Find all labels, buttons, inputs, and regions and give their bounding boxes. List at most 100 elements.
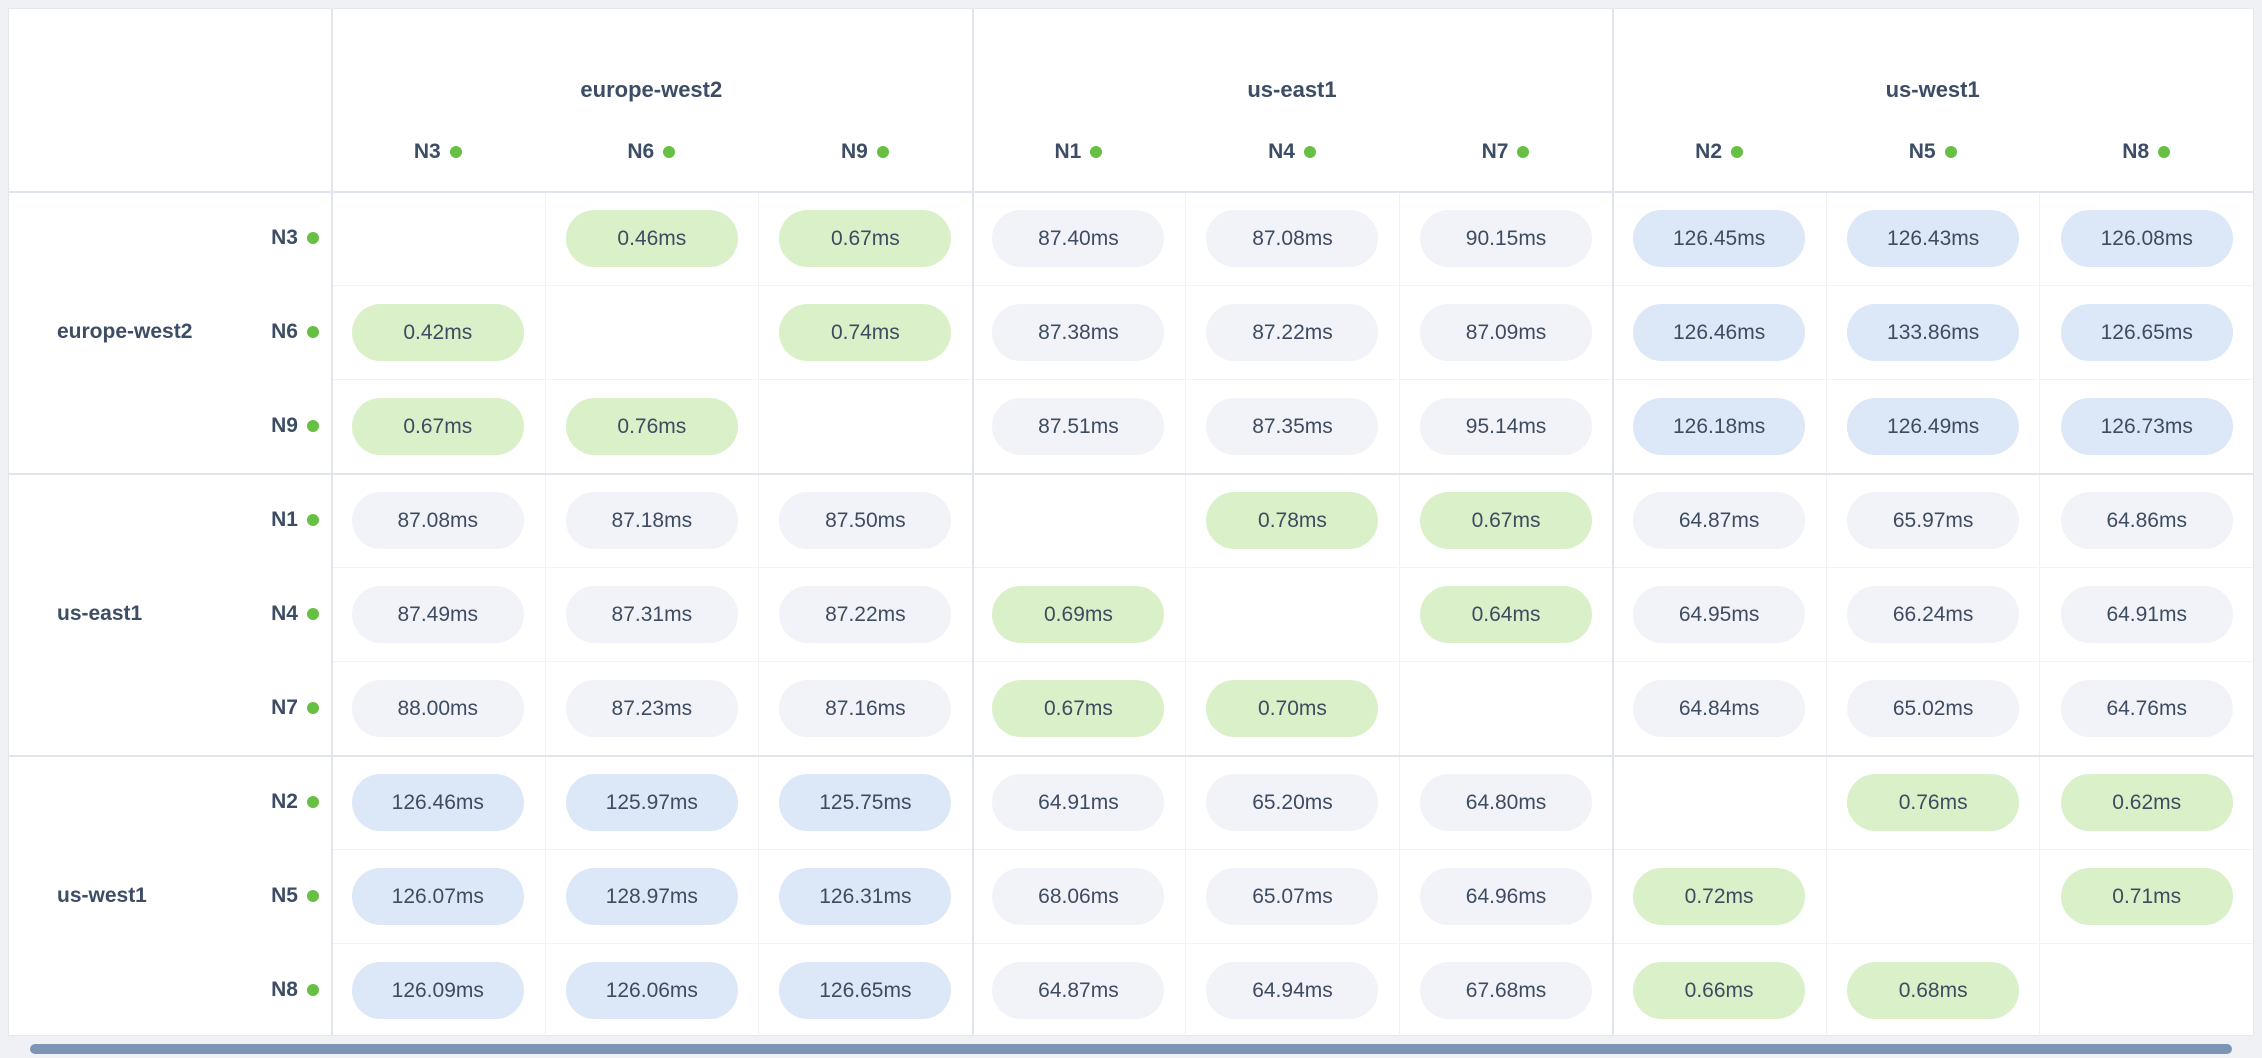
latency-value-pill[interactable]: 126.08ms [2060, 209, 2233, 267]
latency-value-pill[interactable]: 0.74ms [779, 304, 952, 361]
latency-value-pill[interactable]: 68.06ms [992, 868, 1165, 925]
latency-value-pill[interactable]: 0.67ms [1420, 491, 1593, 549]
latency-value-pill[interactable]: 126.49ms [1847, 398, 2020, 455]
latency-value-pill[interactable]: 87.08ms [351, 491, 524, 549]
region-header-us-west1: us-west1 [1885, 77, 1980, 102]
latency-value-pill[interactable]: 95.14ms [1420, 398, 1593, 455]
latency-value-pill[interactable]: 87.31ms [565, 586, 738, 643]
latency-value-pill[interactable]: 0.64ms [1420, 586, 1593, 643]
latency-cell: 126.45ms [1612, 191, 1826, 285]
latency-value-pill[interactable]: 64.96ms [1420, 868, 1593, 925]
latency-value-pill[interactable]: 87.49ms [351, 586, 524, 643]
node-row-label-N7[interactable]: N7 [214, 661, 331, 755]
latency-cell: 65.97ms [1825, 473, 2040, 567]
latency-value-pill[interactable]: 0.72ms [1633, 868, 1806, 925]
latency-value-pill[interactable]: 64.87ms [992, 962, 1165, 1019]
node-row-label-N8[interactable]: N8 [214, 943, 331, 1037]
node-column-header-N1[interactable]: N1 [972, 113, 1186, 191]
latency-value-pill[interactable]: 128.97ms [565, 868, 738, 925]
latency-value-pill[interactable]: 0.71ms [2060, 868, 2233, 925]
node-row-label-N9[interactable]: N9 [214, 379, 331, 473]
latency-value-pill[interactable]: 87.18ms [565, 491, 738, 549]
node-row-label-N2[interactable]: N2 [214, 755, 331, 849]
latency-value-pill[interactable]: 0.67ms [351, 398, 524, 455]
node-column-header-N3[interactable]: N3 [331, 113, 545, 191]
latency-value-pill[interactable]: 64.76ms [2060, 680, 2233, 737]
latency-value-pill[interactable]: 65.97ms [1847, 491, 2020, 549]
node-row-label-N6[interactable]: N6 [214, 285, 331, 379]
latency-value-pill[interactable]: 90.15ms [1420, 209, 1593, 267]
latency-value-pill[interactable]: 65.02ms [1847, 680, 2020, 737]
latency-value-pill[interactable]: 64.91ms [992, 773, 1165, 831]
latency-value-pill[interactable]: 0.46ms [565, 209, 738, 267]
latency-value-pill[interactable]: 87.50ms [779, 491, 952, 549]
latency-cell: 64.96ms [1398, 849, 1613, 943]
latency-value-pill[interactable]: 0.70ms [1206, 680, 1379, 737]
latency-value-pill[interactable]: 0.67ms [992, 680, 1165, 737]
latency-value-pill[interactable]: 64.80ms [1420, 773, 1593, 831]
latency-cell: 64.87ms [1612, 473, 1826, 567]
latency-value-pill[interactable]: 67.68ms [1420, 962, 1593, 1019]
latency-value-pill[interactable]: 64.84ms [1633, 680, 1806, 737]
latency-value-pill[interactable]: 66.24ms [1847, 586, 2020, 643]
latency-value-pill[interactable]: 125.97ms [565, 773, 738, 831]
latency-value-pill[interactable]: 126.43ms [1847, 209, 2020, 267]
latency-value-pill[interactable]: 126.65ms [779, 962, 952, 1019]
latency-value-pill[interactable]: 0.68ms [1847, 962, 2020, 1019]
latency-cell: 126.31ms [758, 849, 972, 943]
latency-value-pill[interactable]: 126.06ms [565, 962, 738, 1019]
latency-value-pill[interactable]: 0.78ms [1206, 491, 1379, 549]
latency-value-pill[interactable]: 0.76ms [565, 398, 738, 455]
latency-value-pill[interactable]: 126.18ms [1633, 398, 1806, 455]
latency-value-pill[interactable]: 0.62ms [2060, 773, 2233, 831]
latency-value-pill[interactable]: 64.87ms [1633, 491, 1806, 549]
latency-value-pill[interactable]: 64.91ms [2060, 586, 2233, 643]
node-column-header-N6[interactable]: N6 [545, 113, 759, 191]
node-column-header-N2[interactable]: N2 [1612, 113, 1826, 191]
latency-value-pill[interactable]: 88.00ms [351, 680, 524, 737]
latency-value-pill[interactable]: 64.94ms [1206, 962, 1379, 1019]
node-row-label-N3[interactable]: N3 [214, 191, 331, 285]
latency-value-pill[interactable]: 126.09ms [351, 962, 524, 1019]
latency-value-pill[interactable]: 0.69ms [992, 586, 1165, 643]
node-column-header-N7[interactable]: N7 [1399, 113, 1613, 191]
node-row-label-N4[interactable]: N4 [214, 567, 331, 661]
node-row-label-text: N9 [271, 414, 298, 437]
latency-value-pill[interactable]: 87.51ms [992, 398, 1165, 455]
latency-value-pill[interactable]: 0.66ms [1633, 962, 1806, 1019]
latency-value-pill[interactable]: 65.20ms [1206, 773, 1379, 831]
latency-value-pill[interactable]: 126.31ms [779, 868, 952, 925]
node-column-header-N5[interactable]: N5 [1826, 113, 2040, 191]
latency-value-pill[interactable]: 133.86ms [1847, 304, 2020, 361]
latency-value-pill[interactable]: 126.46ms [351, 773, 524, 831]
latency-value-pill[interactable]: 64.95ms [1633, 586, 1806, 643]
latency-value-pill[interactable]: 126.65ms [2060, 304, 2233, 361]
latency-value-pill[interactable]: 64.86ms [2060, 491, 2233, 549]
latency-value-pill[interactable]: 87.40ms [992, 209, 1165, 267]
row-group-label-us-east1: us-east1 [57, 602, 143, 625]
latency-value-pill[interactable]: 126.73ms [2060, 398, 2233, 455]
latency-value-pill[interactable]: 87.22ms [1206, 304, 1379, 361]
node-row-label-N5[interactable]: N5 [214, 849, 331, 943]
node-column-header-N4[interactable]: N4 [1185, 113, 1399, 191]
latency-value-pill[interactable]: 87.22ms [779, 586, 952, 643]
node-column-header-N8[interactable]: N8 [2039, 113, 2253, 191]
latency-value-pill[interactable]: 87.38ms [992, 304, 1165, 361]
latency-value-pill[interactable]: 87.35ms [1206, 398, 1379, 455]
latency-value-pill[interactable]: 87.23ms [565, 680, 738, 737]
latency-value-pill[interactable]: 126.45ms [1633, 209, 1806, 267]
latency-value-pill[interactable]: 0.67ms [779, 209, 952, 267]
latency-value-pill[interactable]: 87.16ms [779, 680, 952, 737]
latency-value-pill[interactable]: 87.08ms [1206, 209, 1379, 267]
latency-value-pill[interactable]: 126.46ms [1633, 304, 1806, 361]
latency-value-pill[interactable]: 126.07ms [351, 868, 524, 925]
latency-value-pill[interactable]: 0.76ms [1847, 773, 2020, 831]
node-column-header-N9[interactable]: N9 [758, 113, 972, 191]
horizontal-scrollbar-thumb[interactable] [30, 1044, 2232, 1054]
latency-cell: 0.76ms [544, 379, 759, 473]
latency-value-pill[interactable]: 0.42ms [351, 304, 524, 361]
latency-value-pill[interactable]: 87.09ms [1420, 304, 1593, 361]
latency-value-pill[interactable]: 125.75ms [779, 773, 952, 831]
node-row-label-N1[interactable]: N1 [214, 473, 331, 567]
latency-value-pill[interactable]: 65.07ms [1206, 868, 1379, 925]
